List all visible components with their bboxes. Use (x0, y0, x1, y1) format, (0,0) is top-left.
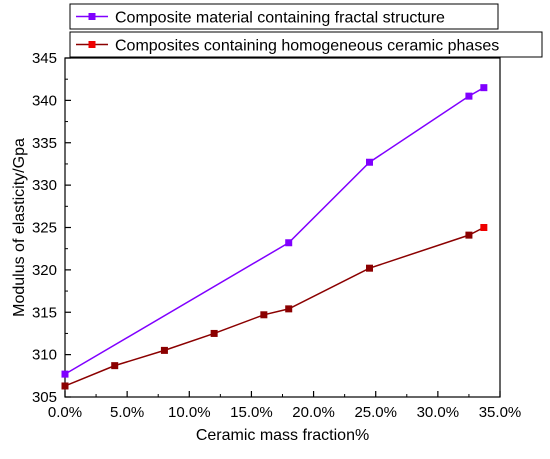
y-tick-label: 345 (32, 50, 57, 67)
y-tick-label: 315 (32, 304, 57, 321)
data-point (61, 382, 69, 390)
plot-frame (64, 57, 501, 398)
plot-area: 0.0% 5.0% 10.0% 15.0% 20.0% 25.0% 30.0% 35.0% 30… (32, 50, 521, 421)
y-tick-label: 330 (32, 177, 57, 194)
x-axis-title: Ceramic mass fraction% (196, 427, 369, 444)
x-tick-label: 10.0% (168, 404, 211, 421)
legend-label: Composite material containing fractal st… (115, 10, 445, 27)
legend-marker (88, 41, 96, 48)
data-point (285, 239, 293, 247)
x-tick-label: 35.0% (479, 404, 522, 421)
x-tick-label: 0.0% (48, 404, 82, 421)
data-point (366, 264, 373, 272)
legend-box (69, 31, 543, 58)
legend-box (69, 3, 499, 30)
data-point (210, 329, 218, 337)
data-point (366, 158, 373, 166)
y-axis-title: Modulus of elasticity/Gpa (11, 138, 28, 317)
y-tick-label: 325 (32, 220, 57, 237)
x-tick-label: 5.0% (110, 404, 144, 421)
x-tick-label: 30.0% (417, 404, 460, 421)
legend-marker (88, 13, 96, 20)
data-point (160, 346, 168, 354)
data-point (285, 305, 293, 313)
legend: Composite material containing fractal st… (69, 3, 543, 58)
data-point (480, 84, 488, 92)
x-tick-label: 25.0% (354, 404, 397, 421)
data-point (465, 92, 473, 100)
series-line-1 (64, 87, 485, 375)
data-point (480, 224, 488, 231)
x-tick-label: 15.0% (230, 404, 273, 421)
y-tick-label: 305 (32, 389, 57, 406)
y-tick-label: 335 (32, 135, 57, 152)
y-tick-label: 310 (32, 347, 57, 364)
y-tick-label: 340 (32, 92, 57, 109)
data-point (61, 370, 69, 378)
data-point (111, 362, 119, 370)
x-tick-label: 20.0% (292, 404, 335, 421)
data-point (260, 311, 268, 319)
legend-label: Composites containing homogeneous cerami… (115, 38, 499, 55)
data-point (465, 231, 473, 239)
y-tick-label: 320 (32, 262, 57, 279)
